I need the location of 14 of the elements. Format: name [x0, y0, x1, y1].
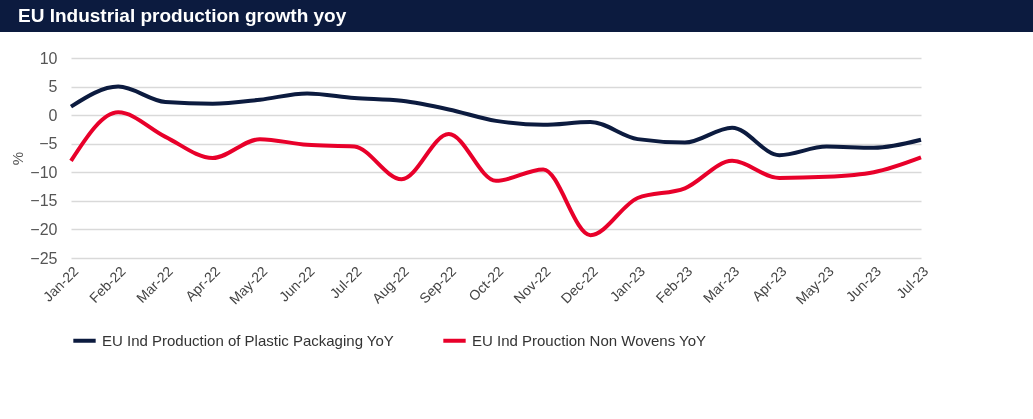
- y-tick-label: −5: [39, 135, 58, 153]
- y-tick-label: −25: [30, 249, 58, 267]
- y-tick-label: 0: [48, 106, 58, 124]
- y-axis-title: %: [9, 151, 27, 166]
- line-series: [69, 110, 923, 238]
- line-series: [69, 84, 923, 158]
- chart-title: EU Industrial production growth yoy: [0, 0, 1033, 32]
- y-tick-label: −15: [30, 192, 58, 210]
- y-tick-label: 10: [39, 49, 58, 67]
- y-tick-label: 5: [48, 78, 58, 96]
- legend-label: EU Ind Prouction Non Wovens YoY: [472, 331, 707, 349]
- legend-label: EU Ind Production of Plastic Packaging YoY: [102, 331, 394, 349]
- y-tick-label: −10: [30, 163, 58, 181]
- y-tick-label: −20: [30, 220, 58, 238]
